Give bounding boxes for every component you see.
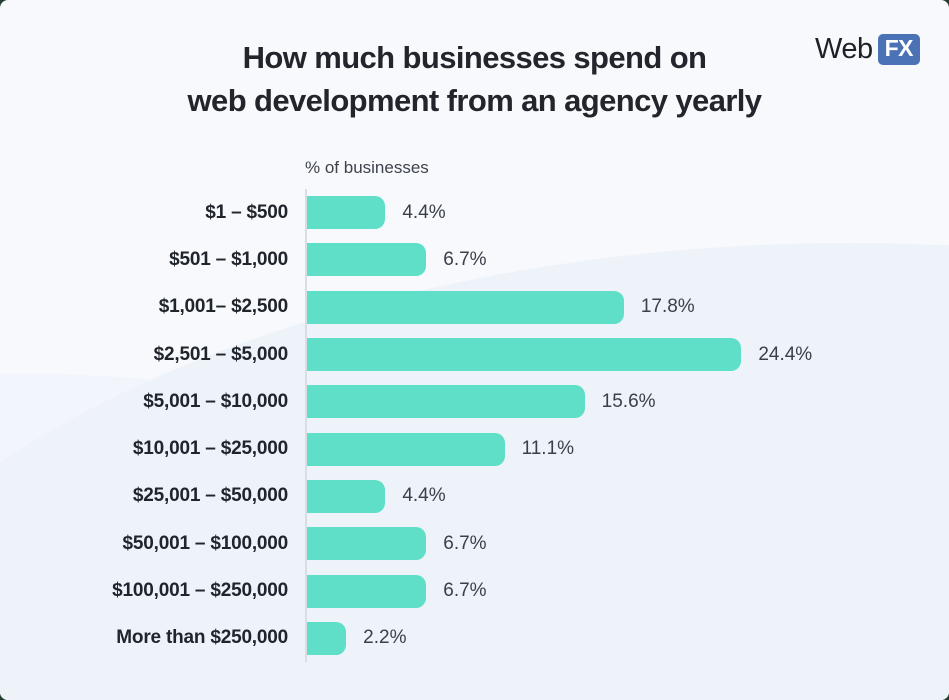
value-label: 11.1% xyxy=(521,438,575,460)
bar-track: 15.6% xyxy=(305,378,949,426)
category-label: $2,501 – $5,000 xyxy=(153,343,289,365)
bar-row: $1,001– $2,500 17.8% xyxy=(0,283,949,331)
category-label: More than $250,000 xyxy=(116,627,288,649)
bar-track: 24.4% xyxy=(305,330,949,379)
bar-row: $501 – $1,000 6.7% xyxy=(0,236,949,284)
bar-chart-rows: $1 – $500 4.4% $501 – $1,000 6.7% $1,001– $2… xyxy=(0,189,949,662)
bar xyxy=(307,290,624,324)
category-label: $1,001– $2,500 xyxy=(158,296,288,318)
bar-track: 6.7% xyxy=(305,520,949,568)
bar-row: $1 – $500 4.4% xyxy=(0,189,949,237)
bar xyxy=(307,574,427,608)
category-label: $25,001 – $50,000 xyxy=(132,485,288,507)
value-label: 17.8% xyxy=(640,296,695,318)
value-label: 6.7% xyxy=(443,532,487,554)
bar-track: 11.1% xyxy=(305,425,949,473)
bar-track: 2.2% xyxy=(305,614,949,662)
value-label: 4.4% xyxy=(402,485,446,507)
category-label: $5,001 – $10,000 xyxy=(143,390,288,412)
category-label: $1 – $500 xyxy=(205,201,288,223)
bar-track: 6.7% xyxy=(305,567,949,615)
bar xyxy=(307,527,427,561)
webfx-logo-badge: FX xyxy=(877,34,920,65)
axis-label: % of businesses xyxy=(305,158,429,177)
bar-chart: % of businesses $1 – $500 4.4% $501 – $1,0… xyxy=(0,158,949,662)
bar-row: $10,001 – $25,000 11.1% xyxy=(0,425,949,473)
chart-title-line2: web development from an agency yearly xyxy=(187,83,763,118)
value-label: 2.2% xyxy=(363,627,407,649)
bar xyxy=(307,432,505,466)
bar-row: $50,001 – $100,000 6.7% xyxy=(0,520,949,568)
bar-row: $100,001 – $250,000 6.7% xyxy=(0,567,949,615)
value-label: 4.4% xyxy=(402,201,446,223)
bar xyxy=(307,385,585,419)
bar-row: $2,501 – $5,000 24.4% xyxy=(0,330,949,379)
webfx-logo-word: Web xyxy=(815,33,873,65)
category-label: $10,001 – $25,000 xyxy=(132,438,288,460)
value-label: 6.7% xyxy=(443,580,487,602)
chart-title-line1: How much businesses spend on xyxy=(242,40,707,75)
bar-track: 17.8% xyxy=(305,283,949,331)
category-label: $501 – $1,000 xyxy=(169,248,288,270)
bar-track: 4.4% xyxy=(305,189,949,237)
bar-row: More than $250,000 2.2% xyxy=(0,614,949,662)
bar xyxy=(307,196,386,230)
value-label: 24.4% xyxy=(758,343,813,365)
category-label: $100,001 – $250,000 xyxy=(112,580,288,602)
bar xyxy=(307,243,427,277)
bar-track: 6.7% xyxy=(305,236,949,284)
bar-row: $5,001 – $10,000 15.6% xyxy=(0,378,949,426)
bar xyxy=(307,621,347,655)
bar-row: $25,001 – $50,000 4.4% xyxy=(0,472,949,521)
chart-title: How much businesses spend on web develop… xyxy=(0,36,949,122)
webfx-logo: Web FX xyxy=(815,33,920,66)
value-label: 6.7% xyxy=(443,248,487,270)
bar xyxy=(307,338,742,372)
category-label: $50,001 – $100,000 xyxy=(122,532,289,554)
value-label: 15.6% xyxy=(601,390,656,412)
bar-track: 4.4% xyxy=(305,472,949,521)
bar xyxy=(307,479,386,513)
